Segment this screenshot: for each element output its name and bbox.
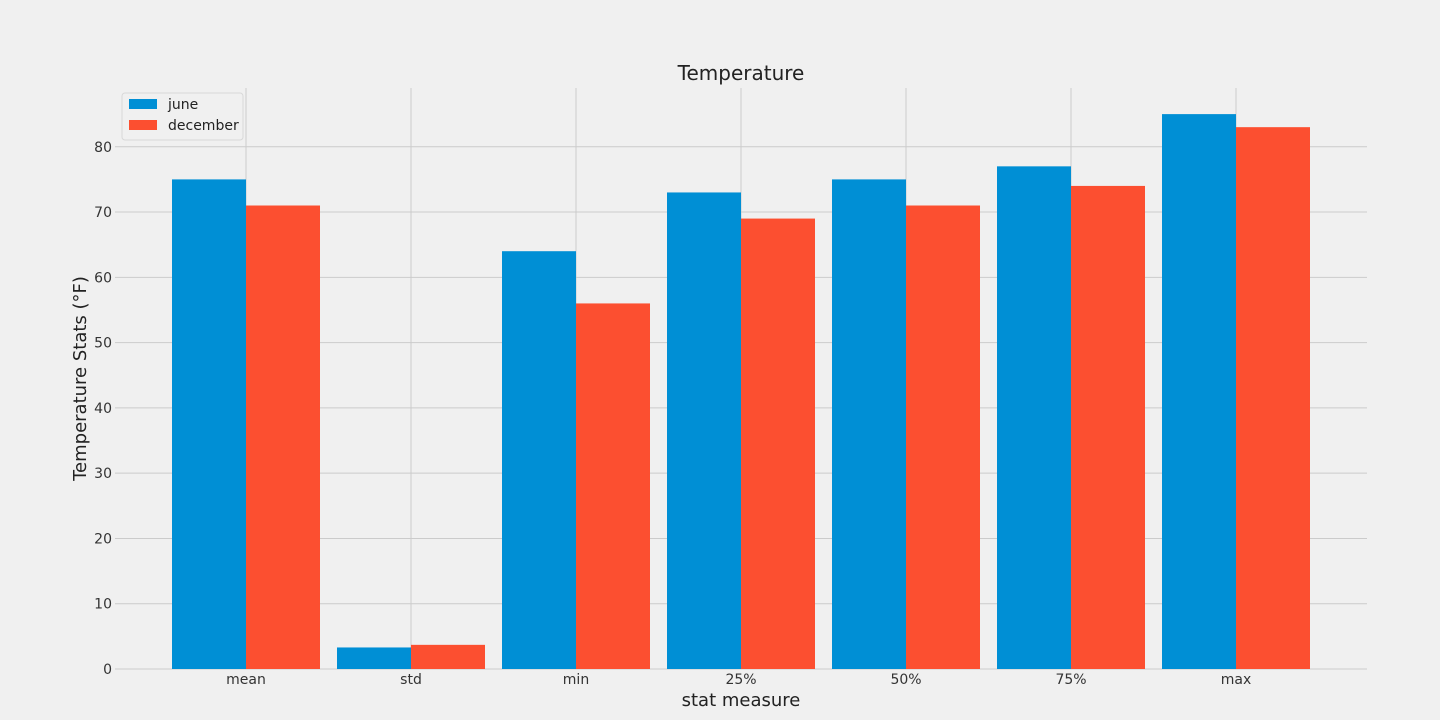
y-tick-label: 20: [94, 531, 112, 547]
bar-december-25%: [741, 218, 815, 669]
bar-december-std: [411, 644, 485, 669]
x-tick-label: min: [563, 672, 589, 688]
y-axis-title: Temperature Stats (°F): [70, 276, 91, 482]
y-tick-label: 80: [94, 140, 112, 156]
bar-june-min: [502, 251, 576, 669]
bar-december-75%: [1071, 185, 1145, 670]
tick-labels: 0 10 20 30 40 50 60 70 80 mean std min 25% 50% 75% max: [94, 140, 1251, 688]
bar-june-50%: [832, 179, 906, 670]
bar-june-std: [337, 647, 411, 669]
y-tick-label: 10: [94, 597, 112, 613]
y-tick-label: 50: [94, 336, 112, 352]
x-tick-label: std: [400, 672, 422, 688]
legend-swatch-june: [129, 99, 157, 109]
bar-december-mean: [246, 205, 320, 669]
bar-june-75%: [997, 166, 1071, 669]
x-tick-label: max: [1221, 672, 1252, 688]
bar-december-min: [576, 303, 650, 669]
bar-december-50%: [906, 205, 980, 669]
legend-label-june: june: [167, 97, 198, 113]
y-tick-label: 0: [103, 662, 112, 678]
bar-june-max: [1162, 114, 1236, 669]
x-tick-label: 50%: [890, 672, 921, 688]
bar-june-mean: [172, 179, 246, 670]
bar-december-max: [1236, 127, 1310, 670]
bars: [172, 114, 1310, 670]
x-tick-label: 25%: [725, 672, 756, 688]
legend-label-december: december: [168, 118, 239, 134]
y-tick-label: 70: [94, 205, 112, 221]
x-tick-label: mean: [226, 672, 266, 688]
y-tick-label: 30: [94, 466, 112, 482]
legend: june december: [121, 92, 244, 141]
bar-june-25%: [667, 192, 741, 669]
y-tick-label: 60: [94, 270, 112, 286]
y-tick-label: 40: [94, 401, 112, 417]
legend-swatch-december: [129, 120, 157, 130]
chart-title: Temperature: [677, 61, 805, 85]
x-axis-title: stat measure: [682, 690, 801, 711]
x-tick-label: 75%: [1055, 672, 1086, 688]
